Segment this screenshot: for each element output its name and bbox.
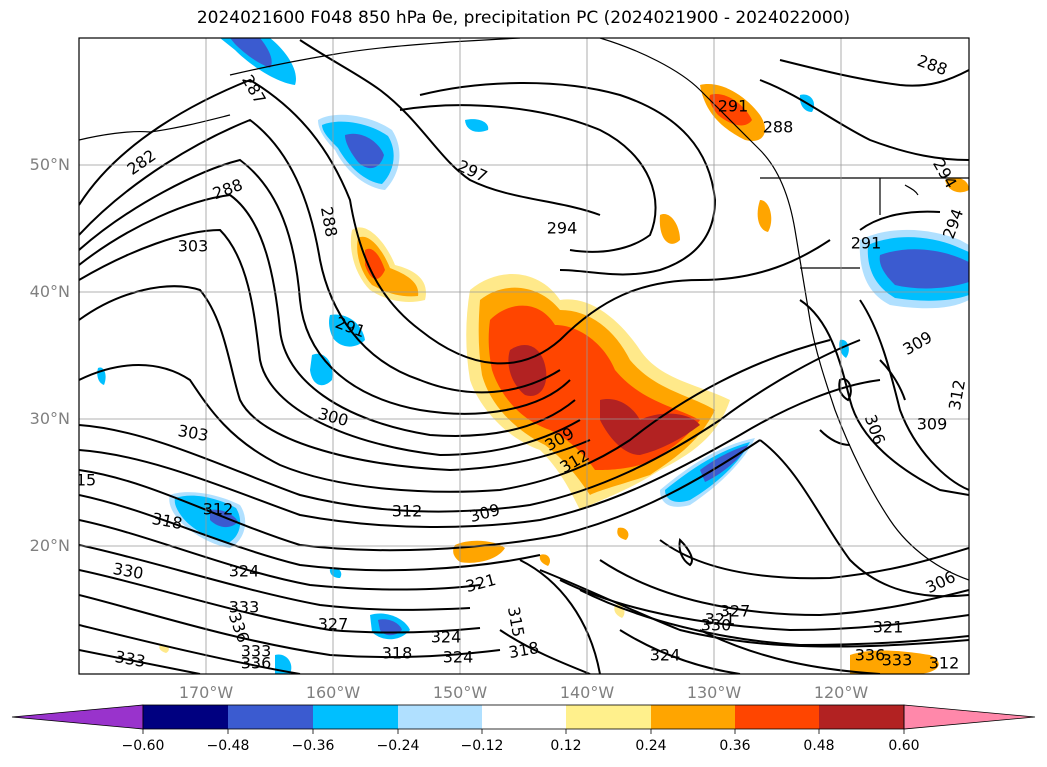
colorbar-min-extension [11, 704, 144, 730]
graticule [79, 38, 969, 674]
lon-label-140w: 140°W [559, 683, 615, 702]
colorbar [11, 704, 1036, 734]
contour-label: 327 [318, 615, 349, 634]
lon-label-150w: 150°W [432, 683, 488, 702]
lon-label-130w: 130°W [686, 683, 742, 702]
contour-label: 330 [701, 616, 732, 635]
lat-label-30n: 30°N [29, 409, 70, 428]
theta-e-contours [79, 39, 969, 674]
colorbar-tick-label: −0.12 [460, 738, 504, 754]
colorbar-segment [482, 705, 566, 729]
contour-label: 324 [431, 628, 462, 647]
contour-label: 312 [203, 500, 234, 519]
colorbar-tick-label: −0.36 [291, 738, 335, 754]
contour-label: 324 [229, 562, 260, 581]
contour-label: 321 [873, 618, 904, 637]
colorbar-tick-label: −0.24 [376, 738, 420, 754]
lat-label-20n: 20°N [29, 536, 70, 555]
contour-label: 294 [547, 219, 578, 238]
lat-label-40n: 40°N [29, 282, 70, 301]
contour-label: 333 [241, 642, 272, 661]
colorbar-segment [398, 705, 482, 729]
contour-label: 333 [229, 598, 260, 617]
contour-label: 312 [945, 378, 969, 411]
colorbar-segment [313, 705, 398, 729]
colorbar-segment [819, 705, 904, 729]
coastlines [79, 38, 969, 581]
lon-label-160w: 160°W [305, 683, 361, 702]
colorbar-frame [142, 704, 905, 730]
contour-label: 336 [855, 646, 886, 665]
precip-positive-shading [159, 84, 969, 674]
contour-label: 333 [882, 651, 913, 670]
contour-label: 291 [851, 234, 882, 253]
colorbar-segment [566, 705, 651, 729]
colorbar-tick-label: 0.12 [550, 738, 582, 754]
map-border [78, 37, 970, 675]
colorbar-tick-label: 0.36 [719, 738, 751, 754]
colorbar-tick-label: 0.60 [888, 738, 920, 754]
colorbar-tick-label: 0.48 [803, 738, 835, 754]
contour-label: 291 [718, 97, 749, 116]
contour-label: 309 [917, 415, 948, 434]
colorbar-segment [228, 705, 313, 729]
contour-label: 324 [443, 648, 474, 667]
plot-title: 2024021600 F048 850 hPa θe, precipitatio… [196, 8, 851, 28]
colorbar-max-extension [903, 704, 1036, 730]
contour-label: 303 [178, 237, 209, 256]
contour-label: 318 [382, 644, 413, 663]
colorbar-segment [735, 705, 819, 729]
colorbar-segment [651, 705, 735, 729]
contour-label: 336 [241, 654, 272, 673]
colorbar-tick-label: 0.24 [635, 738, 667, 754]
contour-label: 327 [720, 602, 751, 621]
contour-label: 324 [650, 646, 681, 665]
colorbar-tick-label: −0.60 [121, 738, 165, 754]
colorbar-segment [143, 705, 228, 729]
contour-label: 312 [929, 654, 960, 673]
contour-label: 15 [76, 471, 96, 490]
contour-label: 288 [763, 118, 794, 137]
lon-label-170w: 170°W [178, 683, 234, 702]
contour-label: 321 [705, 610, 736, 629]
contour-label: 312 [392, 502, 423, 521]
lat-label-50n: 50°N [29, 155, 70, 174]
lon-label-120w: 120°W [813, 683, 869, 702]
colorbar-tick-label: −0.48 [206, 738, 250, 754]
